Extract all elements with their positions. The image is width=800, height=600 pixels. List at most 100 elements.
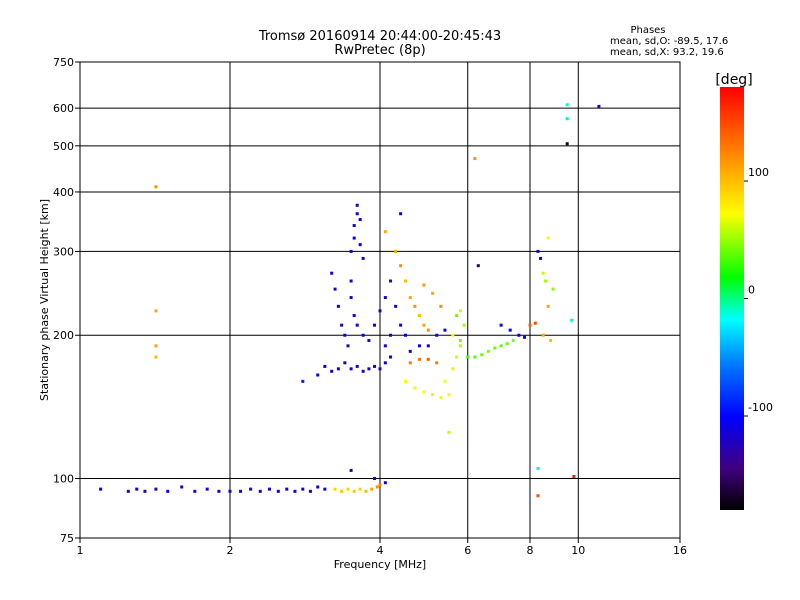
- data-point: [333, 287, 337, 291]
- data-point: [403, 279, 407, 283]
- data-point: [523, 335, 527, 339]
- data-point: [323, 487, 327, 491]
- data-point: [373, 364, 377, 368]
- data-point: [536, 249, 540, 253]
- data-point: [352, 224, 356, 228]
- data-point: [361, 333, 365, 337]
- x-tick-label: 10: [571, 544, 585, 557]
- data-point: [426, 328, 430, 332]
- stats-x-line: mean, sd,X: 93.2, 19.6: [610, 47, 724, 58]
- data-point: [443, 328, 447, 332]
- data-point: [431, 393, 435, 397]
- data-point: [511, 338, 515, 342]
- y-tick-label: 75: [60, 532, 74, 545]
- data-point: [551, 287, 555, 291]
- data-point: [528, 323, 532, 327]
- grid-lines: [80, 62, 680, 538]
- data-point: [228, 489, 232, 493]
- data-point: [447, 393, 451, 397]
- data-point: [439, 304, 443, 308]
- data-point: [435, 333, 439, 337]
- data-point: [267, 487, 271, 491]
- data-point: [166, 489, 170, 493]
- chart-subtitle: RwPretec (8p): [334, 43, 425, 58]
- data-point: [217, 489, 221, 493]
- data-point: [394, 304, 398, 308]
- data-point: [355, 364, 359, 368]
- data-point: [352, 489, 356, 493]
- data-point: [352, 236, 356, 240]
- data-point: [458, 344, 462, 348]
- data-point: [536, 494, 540, 498]
- data-point: [333, 487, 337, 491]
- data-point: [361, 369, 365, 373]
- data-point: [355, 323, 359, 327]
- colorbar-label: [deg]: [715, 72, 752, 88]
- data-point: [417, 357, 421, 361]
- data-point: [336, 304, 340, 308]
- data-point: [378, 367, 382, 371]
- colorbar-tick-label: 100: [748, 166, 769, 179]
- chart-title: Tromsø 20160914 20:44:00-20:45:43: [258, 29, 501, 44]
- data-point: [541, 333, 545, 337]
- data-point: [565, 142, 569, 146]
- colorbar: [720, 87, 744, 510]
- data-point: [546, 236, 550, 240]
- data-point: [435, 361, 439, 365]
- data-point: [349, 279, 353, 283]
- data-point: [549, 338, 553, 342]
- data-point: [417, 314, 421, 318]
- data-point: [413, 386, 417, 390]
- data-point: [323, 364, 327, 368]
- data-point: [597, 104, 601, 108]
- data-point: [258, 489, 262, 493]
- data-point: [455, 314, 459, 318]
- data-point: [340, 323, 344, 327]
- data-point: [451, 367, 455, 371]
- data-point: [408, 349, 412, 353]
- data-point: [383, 481, 387, 485]
- data-point: [285, 487, 289, 491]
- data-point: [408, 296, 412, 300]
- x-axis-label: Frequency [MHz]: [334, 558, 426, 571]
- x-tick-label: 6: [464, 544, 471, 557]
- data-point: [99, 487, 103, 491]
- data-point: [154, 309, 158, 313]
- colorbar-tick-label: -100: [748, 401, 773, 414]
- data-point: [422, 390, 426, 394]
- data-point: [343, 361, 347, 365]
- data-point: [508, 328, 512, 332]
- x-tick-label: 2: [227, 544, 234, 557]
- data-point: [316, 485, 320, 489]
- data-point: [293, 489, 297, 493]
- data-point: [367, 367, 371, 371]
- data-point: [499, 344, 503, 348]
- data-points: [99, 103, 601, 498]
- data-point: [330, 271, 334, 275]
- data-point: [378, 483, 382, 487]
- data-point: [193, 489, 197, 493]
- data-point: [239, 489, 243, 493]
- data-point: [505, 342, 509, 346]
- data-point: [135, 487, 139, 491]
- data-point: [439, 395, 443, 399]
- data-point: [493, 346, 497, 350]
- data-point: [533, 321, 537, 325]
- data-point: [480, 353, 484, 357]
- x-tick-label: 8: [527, 544, 534, 557]
- x-tick-label: 16: [673, 544, 687, 557]
- data-point: [358, 487, 362, 491]
- data-point: [466, 355, 470, 359]
- data-point: [417, 344, 421, 348]
- data-point: [383, 230, 387, 234]
- data-point: [349, 367, 353, 371]
- data-point: [367, 338, 371, 342]
- data-point: [572, 474, 576, 478]
- data-point: [143, 489, 147, 493]
- data-point: [499, 323, 503, 327]
- data-point: [451, 333, 455, 337]
- data-point: [370, 487, 374, 491]
- data-point: [536, 466, 540, 470]
- data-point: [443, 379, 447, 383]
